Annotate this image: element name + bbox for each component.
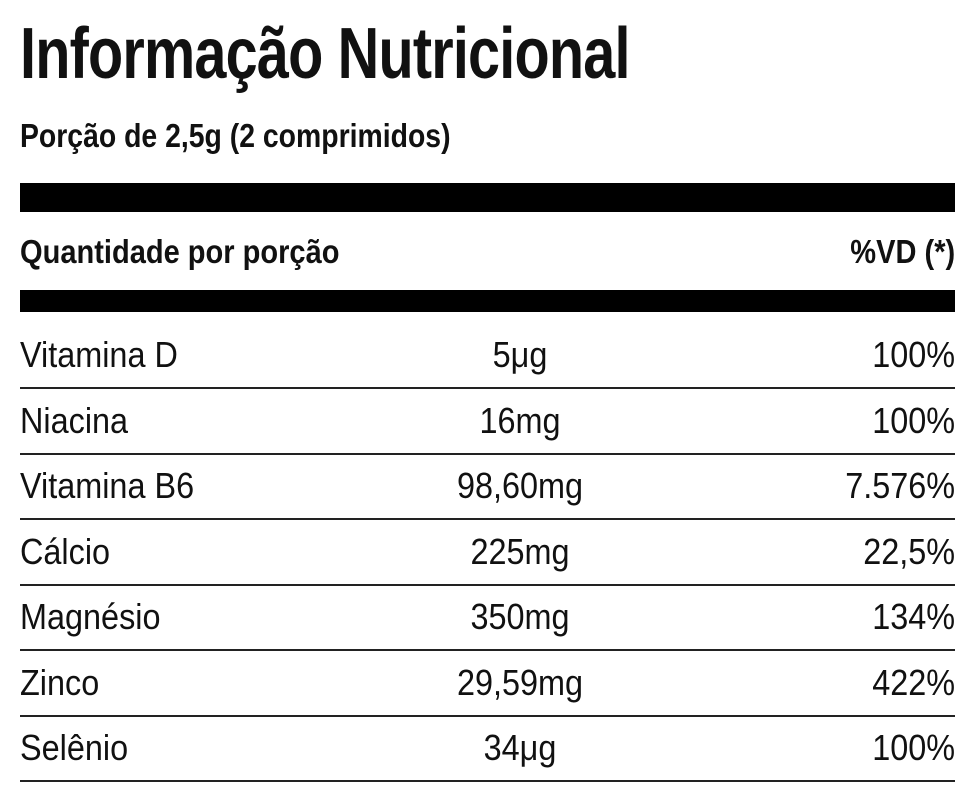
- amount: 16mg: [479, 399, 561, 441]
- thick-rule: [20, 183, 955, 212]
- column-header: Quantidade por porção: [20, 233, 340, 270]
- nutrient-name: Niacina: [20, 399, 129, 441]
- table-row: Vitamina B6 98,60mg 7.576%: [20, 453, 955, 520]
- daily-value: 100%: [872, 727, 955, 768]
- daily-value: 22,5%: [863, 530, 955, 572]
- amount: 98,60mg: [456, 465, 584, 506]
- subtitle: Porção de 2,5g (2 comprimidos): [20, 117, 451, 154]
- amount: 350mg: [470, 596, 570, 637]
- table-row: Cálcio 225mg 22,5%: [20, 519, 955, 586]
- table-row: Magnésio 350mg 134%: [20, 584, 955, 651]
- daily-value: 134%: [872, 596, 955, 637]
- nutrient-name: Cálcio: [20, 530, 111, 572]
- nutrient-name: Vitamina D: [20, 334, 178, 375]
- title: Informação Nutricional: [20, 14, 631, 94]
- amount: 5μg: [492, 334, 548, 375]
- nutrient-name: Zinco: [20, 661, 100, 703]
- daily-value: 100%: [872, 334, 955, 375]
- amount: 34μg: [483, 727, 557, 768]
- nutrient-name: Selênio: [20, 727, 129, 768]
- table-row: Zinco 29,59mg 422%: [20, 650, 955, 717]
- column-header: %VD (*): [850, 233, 955, 270]
- thick-rule: [20, 290, 955, 312]
- table-row: Vitamina D 5μg 100%: [20, 322, 955, 389]
- nutrient-name: Vitamina B6: [20, 465, 195, 506]
- amount: 225mg: [470, 530, 570, 572]
- nutrient-name: Magnésio: [20, 596, 161, 637]
- table-row: Niacina 16mg 100%: [20, 388, 955, 455]
- amount: 29,59mg: [456, 661, 584, 703]
- daily-value: 422%: [872, 661, 955, 703]
- daily-value: 7.576%: [845, 465, 955, 506]
- table-row: Selênio 34μg 100%: [20, 715, 955, 782]
- daily-value: 100%: [872, 399, 955, 441]
